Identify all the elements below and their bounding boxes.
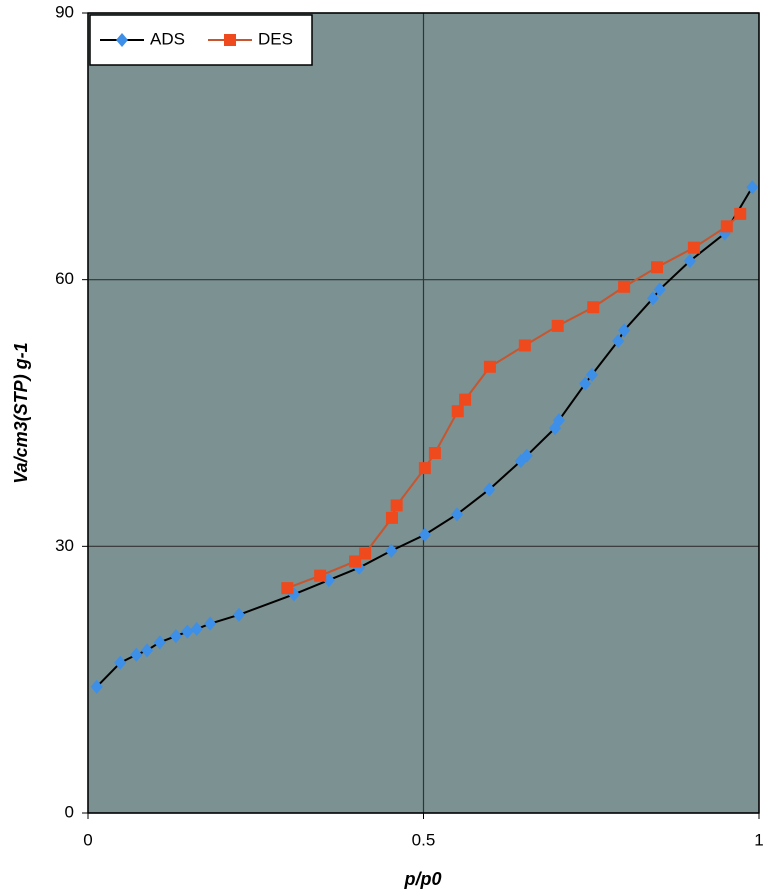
- y-tick-label: 90: [55, 2, 74, 21]
- marker: [587, 301, 600, 314]
- marker: [653, 282, 666, 297]
- marker: [349, 555, 362, 568]
- marker: [418, 462, 431, 475]
- marker: [683, 254, 696, 268]
- marker: [483, 360, 496, 373]
- legend-label: ADS: [150, 29, 185, 48]
- marker: [687, 241, 700, 254]
- marker: [618, 323, 631, 338]
- marker: [720, 220, 733, 233]
- y-tick-label: 0: [65, 802, 74, 821]
- marker: [428, 447, 441, 459]
- legend-label: DES: [258, 29, 293, 48]
- marker: [385, 543, 398, 558]
- marker: [551, 319, 564, 332]
- legend-marker: [116, 33, 128, 47]
- marker: [746, 180, 759, 195]
- marker: [520, 448, 533, 463]
- marker: [612, 334, 625, 348]
- plot-border: [87, 12, 760, 814]
- x-tick-label: 1: [754, 830, 763, 849]
- marker: [190, 622, 203, 636]
- marker: [459, 393, 472, 406]
- marker: [585, 367, 598, 382]
- marker: [390, 499, 403, 512]
- marker: [418, 527, 431, 542]
- marker: [232, 607, 245, 622]
- marker: [169, 629, 182, 644]
- x-tick-label: 0: [83, 830, 92, 849]
- marker: [281, 582, 294, 595]
- marker: [204, 616, 217, 631]
- marker: [114, 655, 127, 670]
- marker: [646, 291, 659, 306]
- marker: [90, 679, 103, 694]
- x-axis-title: p/p0: [403, 869, 441, 889]
- marker: [314, 569, 327, 582]
- marker: [483, 482, 496, 497]
- marker: [181, 624, 194, 639]
- marker: [579, 376, 592, 391]
- marker: [651, 261, 664, 274]
- marker: [553, 413, 566, 428]
- marker: [141, 643, 154, 658]
- marker: [359, 547, 372, 560]
- marker: [153, 635, 166, 650]
- y-axis-title: Va/cm3(STP) g-1: [11, 342, 31, 483]
- marker: [130, 647, 143, 662]
- marker: [734, 207, 747, 220]
- marker: [451, 405, 464, 418]
- marker: [618, 280, 631, 293]
- marker: [518, 339, 531, 352]
- x-tick-label: 0.5: [412, 830, 436, 849]
- marker: [451, 507, 464, 522]
- y-tick-label: 60: [55, 269, 74, 288]
- legend-marker: [224, 34, 236, 46]
- y-tick-label: 30: [55, 536, 74, 555]
- marker: [385, 511, 398, 524]
